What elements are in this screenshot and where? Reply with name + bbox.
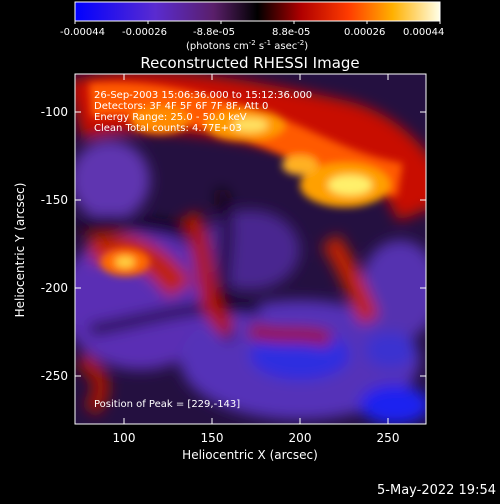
colorbar: -0.00044 -0.00026 -8.8e-05 8.8e-05 0.000… [60,1,444,52]
colorbar-units: (photons cm-2 s-1 asec-2) [186,39,308,52]
x-tick-label: 150 [201,431,224,445]
colorbar-gradient [74,1,441,22]
colorbar-tick: -0.00044 [60,27,105,38]
info-energy: Energy Range: 25.0 - 50.0 keV [94,112,247,123]
plot-title: Reconstructed RHESSI Image [140,54,359,72]
info-block: 26-Sep-2003 15:06:36.000 to 15:12:36.000… [94,90,312,134]
colorbar-tick: 0.00026 [344,27,385,38]
colorbar-tick: 0.00044 [403,27,444,38]
x-tick-label: 250 [377,431,400,445]
colorbar-tick: 8.8e-05 [272,27,310,38]
y-tick-label: -200 [41,281,68,295]
plot-frame [74,73,427,425]
solar-image [75,74,426,424]
y-tick-label: -250 [41,369,68,383]
x-tick-label: 100 [113,431,136,445]
y-tick-label: -150 [41,193,68,207]
x-axis-label: Heliocentric X (arcsec) [182,448,318,462]
peak-position: Position of Peak = [229,-143] [94,399,240,410]
x-tick-label: 200 [289,431,312,445]
info-time: 26-Sep-2003 15:06:36.000 to 15:12:36.000 [94,90,312,101]
footer-date: 5-May-2022 19:54 [377,483,496,498]
y-tick-label: -100 [41,105,68,119]
info-counts: Clean Total counts: 4.77E+03 [94,123,242,134]
axis-ticks [75,74,426,424]
colorbar-tick: -0.00026 [122,27,167,38]
y-axis-label: Heliocentric Y (arcsec) [13,183,27,318]
info-detectors: Detectors: 3F 4F 5F 6F 7F 8F, Att 0 [94,101,268,112]
colorbar-tick: -8.8e-05 [193,27,235,38]
